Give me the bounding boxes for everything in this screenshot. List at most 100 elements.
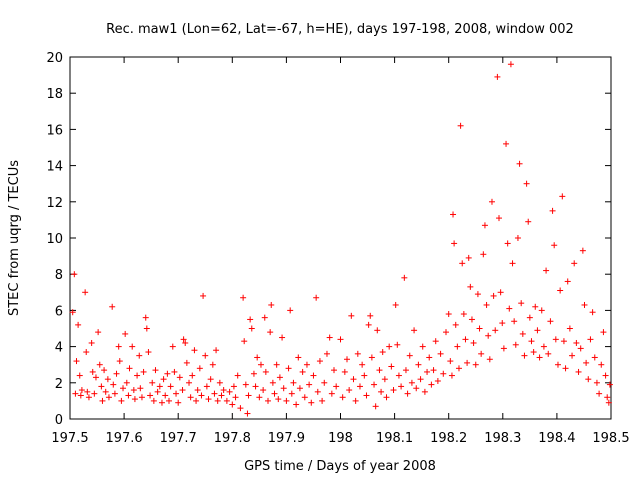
data-point	[76, 372, 83, 379]
data-point	[156, 383, 163, 390]
data-point	[600, 329, 607, 336]
data-point	[415, 361, 422, 368]
x-tick-label: 198.5	[592, 431, 629, 446]
data-point	[602, 372, 609, 379]
data-point	[125, 392, 132, 399]
data-point	[474, 291, 481, 298]
data-point	[83, 349, 90, 356]
data-point	[359, 361, 366, 368]
x-tick-label: 198.1	[376, 431, 413, 446]
x-tick-label: 197.8	[214, 431, 251, 446]
data-point	[252, 383, 259, 390]
data-point	[268, 301, 275, 308]
data-point	[96, 361, 103, 368]
data-point	[256, 394, 263, 401]
data-point	[99, 397, 106, 404]
data-point	[483, 301, 490, 308]
data-point	[413, 385, 420, 392]
data-point	[183, 359, 190, 366]
data-point	[545, 350, 552, 357]
data-point	[526, 314, 533, 321]
data-point	[301, 394, 308, 401]
data-point	[162, 392, 169, 399]
data-point	[326, 334, 333, 341]
data-point	[470, 339, 477, 346]
data-point	[606, 381, 613, 388]
data-point	[319, 397, 326, 404]
data-point	[314, 388, 321, 395]
data-point	[84, 388, 91, 395]
data-point	[557, 287, 564, 294]
data-point	[379, 349, 386, 356]
data-point	[296, 385, 303, 392]
data-point	[331, 367, 338, 374]
data-point	[154, 388, 161, 395]
data-point	[378, 388, 385, 395]
x-tick-label: 197.9	[268, 431, 305, 446]
data-point	[575, 368, 582, 375]
data-point	[142, 314, 149, 321]
x-tick-label: 198.3	[484, 431, 521, 446]
data-point	[564, 278, 571, 285]
data-point	[226, 388, 233, 395]
data-point	[113, 370, 120, 377]
y-tick-label: 4	[55, 341, 63, 356]
data-point	[559, 193, 566, 200]
data-point	[102, 388, 109, 395]
data-point	[419, 343, 426, 350]
data-point	[194, 387, 201, 394]
data-point	[306, 381, 313, 388]
data-point	[516, 160, 523, 167]
data-point	[509, 260, 516, 267]
data-point	[316, 358, 323, 365]
data-point	[137, 385, 144, 392]
data-point	[472, 361, 479, 368]
data-point	[337, 336, 344, 343]
x-tick-label: 197.5	[51, 431, 88, 446]
data-point	[459, 260, 466, 267]
data-point	[245, 392, 252, 399]
y-tick-labels: 0 2 4 6 8 10 12 14 16 18 20	[46, 51, 63, 428]
data-point	[514, 235, 521, 241]
data-point	[257, 361, 264, 368]
y-tick-label: 2	[55, 377, 63, 392]
data-point	[499, 320, 506, 327]
data-point	[295, 354, 302, 361]
data-point	[202, 352, 209, 359]
data-point	[525, 218, 532, 225]
data-point	[354, 350, 361, 357]
data-point	[534, 327, 541, 334]
plot-frame	[69, 56, 612, 420]
data-point	[136, 352, 143, 359]
data-point	[176, 374, 183, 381]
data-point	[213, 347, 220, 354]
data-point	[244, 410, 251, 417]
data-point	[512, 341, 519, 348]
data-point	[69, 309, 76, 316]
data-point	[216, 379, 223, 386]
data-point	[250, 370, 257, 377]
data-point	[285, 365, 292, 372]
data-point	[280, 385, 287, 392]
data-point	[445, 311, 452, 318]
data-point	[492, 327, 499, 334]
data-point	[596, 390, 603, 397]
data-point	[91, 390, 98, 397]
data-point	[276, 374, 283, 381]
x-tick-label: 197.6	[105, 431, 142, 446]
data-point	[386, 343, 393, 350]
axis-ticks	[69, 56, 612, 420]
y-tick-label: 20	[46, 51, 63, 66]
data-point	[460, 311, 467, 318]
data-point	[101, 367, 108, 374]
data-point	[123, 379, 130, 386]
data-point	[241, 338, 248, 345]
data-point	[540, 343, 547, 350]
data-point	[171, 368, 178, 375]
data-point	[551, 242, 558, 249]
data-point	[164, 370, 171, 377]
data-point	[110, 381, 117, 388]
data-point	[240, 294, 247, 301]
data-point	[205, 396, 212, 403]
